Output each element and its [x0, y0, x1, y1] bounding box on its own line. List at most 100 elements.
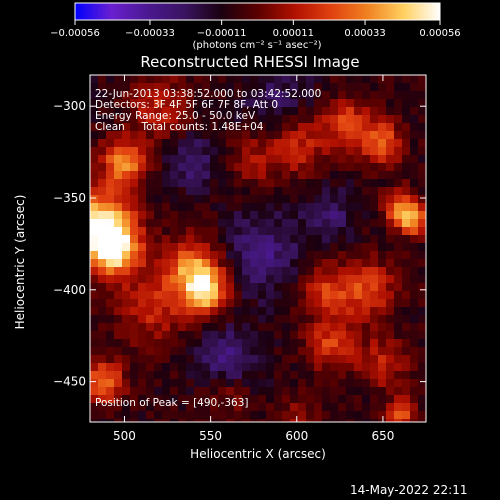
heatmap-cell	[218, 315, 226, 323]
heatmap-cell	[362, 107, 370, 115]
heatmap-cell	[410, 283, 418, 291]
heatmap-cell	[170, 291, 178, 299]
heatmap-cell	[194, 179, 202, 187]
heatmap-cell	[346, 99, 354, 107]
heatmap-cell	[210, 403, 218, 411]
heatmap-cell	[298, 163, 306, 171]
heatmap-cell	[298, 299, 306, 307]
heatmap-cell	[114, 291, 122, 299]
heatmap-cell	[322, 195, 330, 203]
heatmap-cell	[154, 275, 162, 283]
heatmap-cell	[210, 187, 218, 195]
heatmap-cell	[338, 323, 346, 331]
heatmap-cell	[154, 363, 162, 371]
heatmap-cell	[202, 307, 210, 315]
heatmap-cell	[98, 323, 106, 331]
heatmap-cell	[394, 227, 402, 235]
heatmap-cell	[154, 307, 162, 315]
heatmap-cell	[130, 171, 138, 179]
heatmap-cell	[162, 227, 170, 235]
heatmap-cell	[202, 211, 210, 219]
heatmap-cell	[394, 291, 402, 299]
heatmap-cell	[98, 163, 106, 171]
heatmap-cell	[170, 131, 178, 139]
heatmap-cell	[290, 227, 298, 235]
heatmap-cell	[370, 299, 378, 307]
heatmap-cell	[114, 323, 122, 331]
heatmap-cell	[378, 347, 386, 355]
heatmap-cell	[346, 235, 354, 243]
heatmap-cell	[234, 179, 242, 187]
heatmap-cell	[378, 411, 386, 419]
y-tick-label: −400	[53, 283, 86, 297]
heatmap-cell	[338, 411, 346, 419]
heatmap-cell	[346, 219, 354, 227]
heatmap-cell	[106, 115, 114, 123]
heatmap-cell	[306, 251, 314, 259]
heatmap-cell	[322, 315, 330, 323]
heatmap-cell	[162, 219, 170, 227]
heatmap-cell	[298, 171, 306, 179]
heatmap-cell	[282, 123, 290, 131]
heatmap-cell	[98, 75, 106, 83]
heatmap-cell	[418, 91, 426, 99]
heatmap-cell	[282, 299, 290, 307]
heatmap-cell	[250, 83, 258, 91]
heatmap-cell	[298, 83, 306, 91]
heatmap-cell	[202, 387, 210, 395]
heatmap-cell	[386, 195, 394, 203]
heatmap-cell	[98, 403, 106, 411]
heatmap-cell	[114, 411, 122, 419]
heatmap-cell	[362, 331, 370, 339]
heatmap-cell	[314, 291, 322, 299]
heatmap-cell	[186, 387, 194, 395]
heatmap-cell	[322, 363, 330, 371]
colorbar-tick-label: 0.00056	[419, 28, 460, 39]
heatmap-cell	[306, 203, 314, 211]
heatmap-cell	[98, 83, 106, 91]
heatmap-cell	[290, 187, 298, 195]
heatmap-cell	[282, 387, 290, 395]
heatmap-cell	[186, 203, 194, 211]
heatmap-cell	[170, 187, 178, 195]
heatmap-cell	[218, 363, 226, 371]
heatmap-cell	[410, 347, 418, 355]
heatmap-cell	[386, 179, 394, 187]
heatmap-cell	[338, 131, 346, 139]
heatmap-cell	[298, 243, 306, 251]
heatmap-cell	[138, 131, 146, 139]
heatmap-cell	[394, 139, 402, 147]
heatmap-cell	[394, 187, 402, 195]
x-tick-label: 650	[371, 429, 394, 443]
heatmap-cell	[194, 363, 202, 371]
heatmap-cell	[346, 299, 354, 307]
heatmap-cell	[114, 267, 122, 275]
heatmap-cell	[298, 75, 306, 83]
heatmap-cell	[362, 171, 370, 179]
heatmap-cell	[242, 291, 250, 299]
heatmap-cell	[370, 387, 378, 395]
heatmap-cell	[274, 163, 282, 171]
heatmap-cell	[338, 83, 346, 91]
heatmap-cell	[154, 267, 162, 275]
heatmap-cell	[106, 307, 114, 315]
heatmap-cell	[410, 259, 418, 267]
heatmap-cell	[258, 251, 266, 259]
heatmap-cell	[146, 179, 154, 187]
heatmap-cell	[130, 283, 138, 291]
heatmap-cell	[290, 403, 298, 411]
heatmap-cell	[178, 91, 186, 99]
heatmap-cell	[154, 203, 162, 211]
heatmap-cell	[322, 347, 330, 355]
heatmap-cell	[274, 339, 282, 347]
heatmap-cell	[346, 419, 354, 422]
heatmap-cell	[250, 411, 258, 419]
heatmap-cell	[162, 315, 170, 323]
heatmap-cell	[202, 379, 210, 387]
heatmap-cell	[322, 155, 330, 163]
heatmap-cell	[106, 155, 114, 163]
heatmap-cell	[146, 323, 154, 331]
heatmap-cell	[418, 323, 426, 331]
heatmap-cell	[418, 203, 426, 211]
heatmap-cell	[402, 83, 410, 91]
